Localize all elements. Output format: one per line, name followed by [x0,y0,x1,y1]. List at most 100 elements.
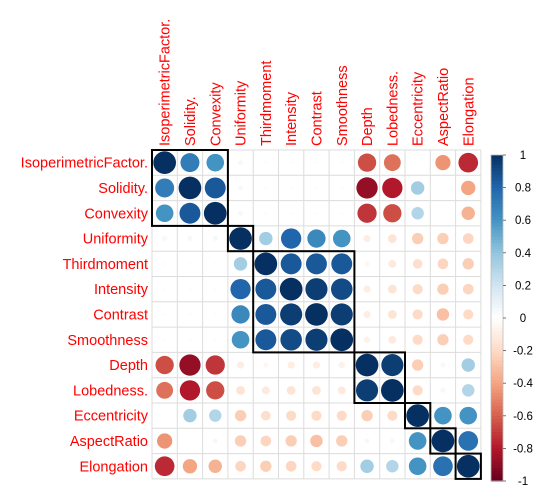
colorbar-segment [491,402,503,407]
colorbar-tick-label: 0.8 [515,183,531,195]
colorbar-segment [491,216,503,221]
correlation-circle [355,379,379,402]
correlation-circle [364,261,370,267]
correlation-circle [459,406,478,425]
correlation-circle [387,310,397,319]
cluster-box [454,452,482,480]
correlation-circle [386,460,399,473]
correlation-circle [364,438,370,444]
correlation-circle [289,161,293,165]
correlation-circle [310,434,323,448]
correlation-circle [463,334,474,345]
correlation-circle [360,459,374,473]
column-label: Lobedness. [385,71,401,146]
correlation-circle [233,257,248,271]
column-label: Smoothness [335,65,351,146]
correlation-circle [434,406,452,425]
cluster-box [429,427,457,455]
correlation-circle [314,186,319,190]
colorbar-segment [491,412,503,417]
correlation-circle [381,379,404,402]
correlation-circle [440,387,446,393]
correlation-circle [231,305,250,324]
colorbar-segment [491,435,503,440]
colorbar-segment [491,389,503,394]
correlation-circle [234,409,247,422]
row-label: Thirdmoment [63,257,148,273]
colorbar-segment [491,249,503,254]
colorbar-segment [491,464,503,469]
correlation-circle [330,328,354,352]
correlation-circle [213,338,217,342]
correlation-circle [264,161,268,165]
correlation-circle [332,229,351,248]
correlation-circle [213,312,217,317]
correlation-circle [411,232,424,245]
colorbar-segment [491,327,503,332]
colorbar-segment [491,415,503,420]
correlation-circle [437,283,449,295]
correlation-circle [355,353,379,377]
colorbar-segment [491,376,503,381]
correlation-circle [287,361,295,369]
colorbar-segment [491,340,503,345]
correlation-circle [209,409,222,422]
correlation-circle [436,308,450,321]
colorbar-tick-label: 0 [520,313,526,325]
correlation-circle [280,328,302,351]
correlation-circle [412,334,423,345]
correlation-circle [412,284,423,295]
correlation-circle [412,309,423,320]
colorbar-segment [491,181,503,185]
correlation-circle [163,338,167,342]
correlation-circle [382,177,403,199]
correlation-circle [255,303,277,325]
correlation-circle [312,385,321,395]
row-label: Convexity [84,206,148,222]
row-label: IsoperimetricFactor. [21,156,148,172]
colorbar-segment [491,331,503,335]
correlation-circle [408,457,427,476]
colorbar-segment [491,432,503,436]
cluster-boxes [151,149,482,480]
column-labels: IsoperimetricFactor. Solidity. Convexity Un… [158,19,478,146]
colorbar-segment [491,406,503,410]
correlation-circle [387,234,397,243]
colorbar-segment [491,226,503,231]
correlation-circle [357,153,377,172]
correlation-circle [357,203,377,223]
colorbar-segment [491,177,503,182]
colorbar-segment [491,278,503,283]
correlation-circle [254,252,278,276]
colorbar-segment [491,207,503,212]
colorbar-segment [491,441,503,446]
row-label: Depth [109,358,148,374]
colorbar-segment [491,383,503,388]
correlation-circle [188,287,192,291]
correlation-circle [238,160,244,166]
colorbar-segment [491,262,503,267]
correlation-circle [229,227,252,250]
correlation-circle [388,335,397,344]
correlation-circle [187,236,193,242]
correlation-circle [388,259,397,268]
colorbar-tick-label: -0.4 [513,378,533,390]
colorbar-segment [491,190,503,195]
correlation-circle [437,232,449,245]
correlation-circle [440,362,446,368]
colorbar-segment [491,353,503,358]
correlation-circle [155,178,175,198]
correlation-circle [363,234,371,243]
colorbar-segment [491,379,503,384]
colorbar-segment [491,246,503,251]
colorbar-segment [491,200,503,205]
column-label: Solidity. [183,96,199,146]
colorbar-segment [491,197,503,202]
row-label: Uniformity [83,232,149,248]
correlation-circle [433,456,453,477]
column-label: Thirdmoment [259,61,275,146]
column-label: Eccentricity [411,71,427,146]
correlation-circle [156,381,174,399]
correlation-circle [331,253,353,275]
correlation-circle [363,285,371,293]
